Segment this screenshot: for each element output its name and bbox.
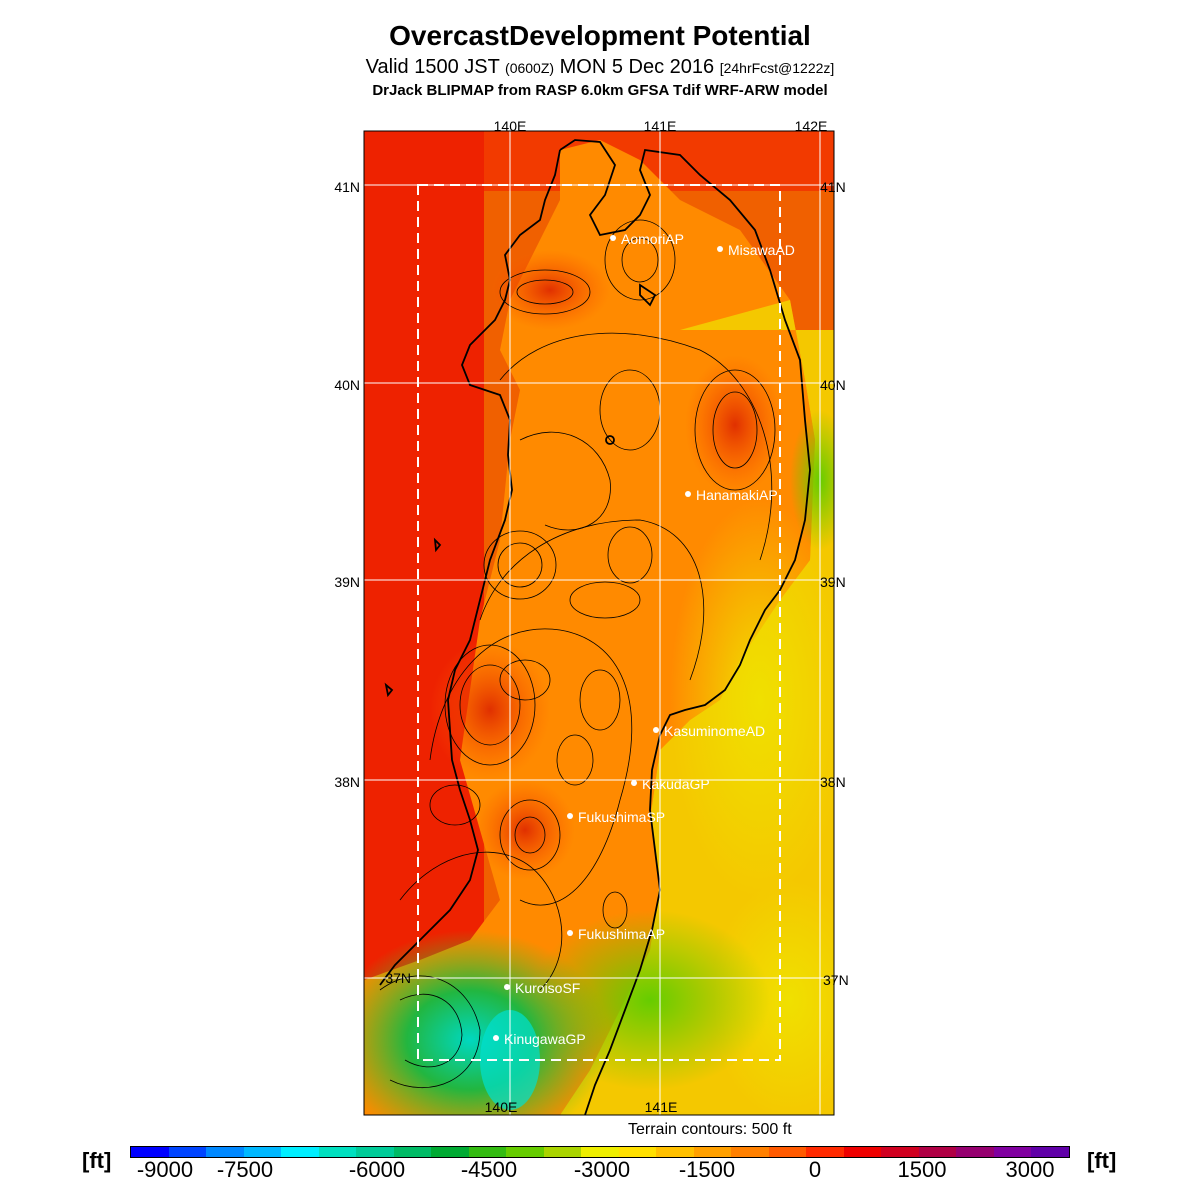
lon-label-141-top: 141E — [644, 118, 677, 134]
colorbar-tick-label: 0 — [808, 1157, 822, 1182]
station-marker-misawa — [717, 246, 723, 252]
colorbar-swatch — [468, 1147, 507, 1157]
high-iwate — [685, 355, 785, 495]
colorbar-tick-label: -4500 — [460, 1157, 518, 1182]
domain-boundary — [417, 184, 781, 1061]
colorbar-swatch — [843, 1147, 882, 1157]
lat-label-39-left: 39N — [334, 574, 360, 590]
colorbar-swatch — [618, 1147, 657, 1157]
colorbar-swatch — [731, 1147, 769, 1157]
station-marker-hanamaki — [685, 491, 691, 497]
colorbar-swatch — [131, 1147, 169, 1157]
colorbar-swatch — [918, 1147, 957, 1157]
colorbar-swatch — [393, 1147, 432, 1157]
colorbar-tick-label: -3000 — [573, 1157, 631, 1182]
lon-label-140-bottom: 140E — [485, 1099, 518, 1115]
station-marker-kinugawa — [493, 1035, 499, 1041]
page-title: OvercastDevelopment Potential — [389, 20, 811, 51]
station-marker-kasuminome — [653, 727, 659, 733]
colorbar-tick-label: 3000 — [1005, 1157, 1055, 1182]
colorbar-swatch — [431, 1147, 469, 1157]
unit-label-left: [ft] — [82, 1148, 112, 1173]
lat-label-40-left: 40N — [334, 377, 360, 393]
colorbar-swatch — [581, 1147, 619, 1157]
station-label-fukushima-ap: FukushimaAP — [578, 926, 665, 942]
station-label-fukushima-sp: FukushimaSP — [578, 809, 665, 825]
yellow-zone — [670, 500, 834, 900]
colorbar-swatch — [806, 1147, 844, 1157]
lat-label-41-left: 41N — [334, 179, 360, 195]
station-marker-fukushima-sp — [567, 813, 573, 819]
station-label-hanamaki: HanamakiAP — [696, 487, 778, 503]
station-marker-kuroiso — [504, 984, 510, 990]
colorbar-swatch — [881, 1147, 919, 1157]
station-label-kasuminome: KasuminomeAD — [664, 723, 765, 739]
colorbar-tick-label: -9000 — [136, 1157, 194, 1182]
colorbar — [130, 1146, 1070, 1158]
colorbar-swatch — [506, 1147, 544, 1157]
lat-label-40-right: 40N — [820, 377, 846, 393]
colorbar-tick-label: 1500 — [897, 1157, 947, 1182]
green-coast-east — [790, 410, 834, 550]
lon-label-142-top: 142E — [795, 118, 828, 134]
colorbar-swatch — [543, 1147, 582, 1157]
lat-label-37-right: 37N — [823, 972, 849, 988]
colorbar-swatch — [1031, 1147, 1069, 1157]
station-label-kinugawa: KinugawaGP — [504, 1031, 586, 1047]
colorbar-tick-label: -7500 — [216, 1157, 274, 1182]
valid-utc: (0600Z) — [505, 60, 555, 76]
forecast-info: [24hrFcst@1222z] — [719, 60, 835, 76]
lon-label-141-bottom: 141E — [645, 1099, 678, 1115]
map-frame — [363, 130, 835, 1116]
colorbar-swatch — [956, 1147, 994, 1157]
station-marker-fukushima-ap — [567, 930, 573, 936]
stations: AomoriAP MisawaAD HanamakiAP KasuminomeA… — [493, 231, 795, 1047]
colorbar-swatch — [281, 1147, 319, 1157]
valid-time: Valid 1500 JST (0600Z) MON 5 Dec 2016 [2… — [0, 56, 1200, 79]
lon-label-140-top: 140E — [494, 118, 527, 134]
colorbar-swatch — [993, 1147, 1032, 1157]
lat-label-37-left: 37N — [385, 970, 411, 986]
station-label-aomori: AomoriAP — [621, 231, 684, 247]
valid-date: MON 5 Dec 2016 — [559, 56, 715, 78]
lat-label-38-right: 38N — [820, 774, 846, 790]
west-sea-red — [364, 131, 484, 991]
unit-label-right: [ft] — [1087, 1148, 1117, 1173]
station-label-kuroiso: KuroisoSF — [515, 980, 580, 996]
terrain-contour-note: Terrain contours: 500 ft — [628, 1121, 792, 1138]
station-label-misawa: MisawaAD — [728, 242, 795, 258]
colorbar-swatch — [318, 1147, 357, 1157]
lat-label-39-right: 39N — [820, 574, 846, 590]
colorbar-swatch — [206, 1147, 244, 1157]
map-field — [364, 131, 834, 1115]
station-marker-aomori — [610, 235, 616, 241]
model-description: DrJack BLIPMAP from RASP 6.0km GFSA Tdif… — [372, 82, 828, 99]
high-fukushima — [475, 780, 575, 880]
valid-prefix: Valid 1500 JST — [365, 56, 500, 78]
colorbar-swatch — [168, 1147, 207, 1157]
station-marker-kakuda — [631, 780, 637, 786]
colorbar-swatch — [693, 1147, 732, 1157]
lat-label-41-right: 41N — [820, 179, 846, 195]
station-label-kakuda: KakudaGP — [642, 776, 710, 792]
colorbar-swatch — [768, 1147, 807, 1157]
lat-label-38-left: 38N — [334, 774, 360, 790]
high-yamagata — [430, 640, 550, 780]
colorbar-swatch — [243, 1147, 282, 1157]
colorbar-tick-label: -1500 — [678, 1157, 736, 1182]
colorbar-swatch — [356, 1147, 394, 1157]
colorbar-swatch — [656, 1147, 694, 1157]
coastline — [379, 139, 811, 1115]
colorbar-tick-label: -6000 — [348, 1157, 406, 1182]
